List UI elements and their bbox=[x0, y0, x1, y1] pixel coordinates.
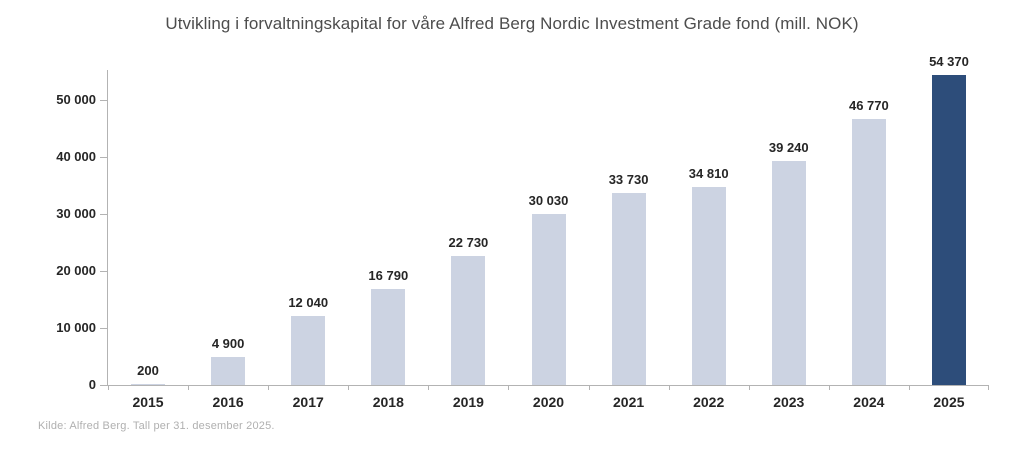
x-axis-tick bbox=[508, 385, 510, 390]
bar-2020 bbox=[531, 213, 566, 385]
bar-value-label: 39 240 bbox=[768, 140, 809, 156]
y-axis-tick bbox=[100, 327, 107, 329]
x-axis-tick bbox=[188, 385, 190, 390]
x-axis-label-2016: 2016 bbox=[212, 394, 244, 410]
x-axis-label-2022: 2022 bbox=[693, 394, 725, 410]
bar-2022 bbox=[691, 186, 726, 385]
y-axis-tick bbox=[100, 270, 107, 272]
x-axis-tick bbox=[268, 385, 270, 390]
y-axis-tick bbox=[100, 156, 107, 158]
x-axis-tick bbox=[428, 385, 430, 390]
x-axis-tick bbox=[108, 385, 109, 390]
bar-2017 bbox=[291, 316, 326, 385]
bar-value-label: 200 bbox=[137, 362, 159, 378]
y-axis-tick-label: 20 000 bbox=[56, 263, 96, 279]
y-axis-tick-label: 0 bbox=[88, 377, 96, 392]
x-axis-tick bbox=[988, 385, 989, 390]
x-axis-label-2023: 2023 bbox=[773, 394, 805, 410]
x-axis-tick bbox=[668, 385, 670, 390]
x-axis-tick bbox=[348, 385, 350, 390]
bar-2015 bbox=[131, 383, 166, 385]
bar-value-label: 12 040 bbox=[288, 295, 329, 311]
x-axis-label-2024: 2024 bbox=[853, 394, 885, 410]
bar-value-label: 33 730 bbox=[608, 171, 649, 187]
x-axis-tick bbox=[588, 385, 590, 390]
y-axis-tick-label: 30 000 bbox=[56, 206, 96, 222]
bar-2019 bbox=[451, 255, 486, 385]
x-axis-label-2015: 2015 bbox=[132, 394, 164, 410]
x-axis-label-2020: 2020 bbox=[532, 394, 565, 410]
bar-value-label: 22 730 bbox=[448, 234, 489, 250]
y-axis-tick-label: 10 000 bbox=[56, 320, 96, 336]
y-axis-tick-label: 40 000 bbox=[56, 149, 96, 165]
bar-2025 bbox=[931, 75, 966, 385]
y-axis-tick bbox=[100, 384, 107, 386]
x-axis-tick bbox=[748, 385, 750, 390]
plot-area: 0 10 000 20 000 30 000 40 000 50 000 200 2015 4 … bbox=[56, 54, 989, 410]
bar-value-label: 54 370 bbox=[929, 54, 969, 70]
chart-title: Utvikling i forvaltningskapital for våre… bbox=[165, 14, 859, 33]
x-axis-label-2018: 2018 bbox=[372, 394, 404, 410]
y-axis-tick-label: 50 000 bbox=[56, 92, 96, 108]
bar-2024 bbox=[851, 118, 886, 385]
x-axis-label-2021: 2021 bbox=[613, 394, 645, 410]
bar-2021 bbox=[611, 192, 646, 385]
y-axis-tick bbox=[100, 213, 107, 215]
source-note: Kilde: Alfred Berg. Tall per 31. desembe… bbox=[38, 420, 275, 432]
x-axis-tick bbox=[828, 385, 830, 390]
bar-2023 bbox=[771, 161, 806, 385]
bar-2018 bbox=[371, 289, 406, 385]
bar-value-label: 34 810 bbox=[688, 165, 729, 181]
x-axis-tick bbox=[908, 385, 910, 390]
bar-value-label: 46 770 bbox=[848, 97, 889, 113]
bar-value-label: 4 900 bbox=[211, 336, 245, 352]
bar-value-label: 30 030 bbox=[528, 192, 569, 208]
x-axis-label-2017: 2017 bbox=[292, 394, 324, 410]
x-axis-label-2019: 2019 bbox=[452, 394, 484, 410]
bar-2016 bbox=[211, 357, 246, 385]
y-axis-tick bbox=[100, 99, 107, 101]
bar-value-label: 16 790 bbox=[368, 268, 409, 284]
x-axis-label-2025: 2025 bbox=[933, 394, 965, 410]
